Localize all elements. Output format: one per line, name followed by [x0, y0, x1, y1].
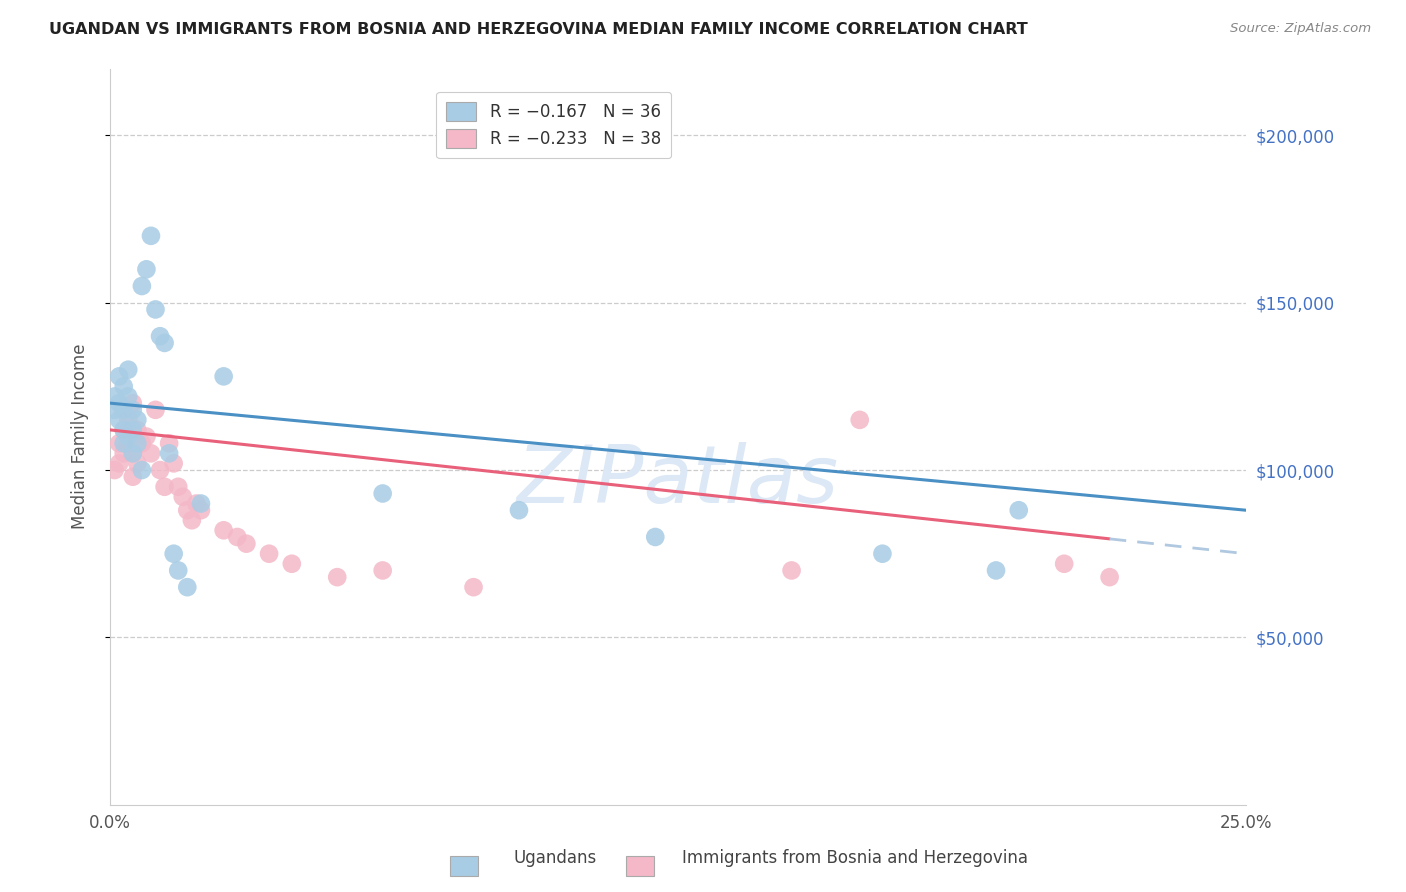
- Point: [112, 423, 135, 437]
- Point: [1053, 557, 1076, 571]
- Point: [167, 564, 190, 578]
- Point: [121, 402, 143, 417]
- Point: [180, 513, 202, 527]
- Text: Ugandans: Ugandans: [513, 849, 596, 867]
- Point: [117, 413, 139, 427]
- Point: [139, 228, 162, 243]
- Point: [508, 503, 530, 517]
- Point: [104, 389, 127, 403]
- Point: [112, 423, 135, 437]
- Point: [163, 547, 186, 561]
- Point: [127, 423, 149, 437]
- Point: [108, 436, 131, 450]
- Point: [117, 362, 139, 376]
- Point: [167, 480, 190, 494]
- Point: [257, 547, 280, 561]
- Point: [121, 446, 143, 460]
- Point: [127, 456, 149, 470]
- Point: [212, 523, 235, 537]
- Point: [326, 570, 349, 584]
- Point: [984, 564, 1007, 578]
- Point: [163, 456, 186, 470]
- Point: [117, 389, 139, 403]
- Point: [108, 396, 131, 410]
- Point: [112, 436, 135, 450]
- Point: [157, 436, 180, 450]
- Point: [139, 446, 162, 460]
- Point: [145, 402, 167, 417]
- Point: [157, 446, 180, 460]
- Point: [127, 413, 149, 427]
- Point: [463, 580, 485, 594]
- Point: [176, 503, 198, 517]
- Point: [108, 413, 131, 427]
- Point: [1098, 570, 1121, 584]
- Text: ZIPatlas: ZIPatlas: [517, 442, 839, 520]
- Point: [117, 429, 139, 443]
- Point: [104, 402, 127, 417]
- Point: [371, 564, 394, 578]
- Text: UGANDAN VS IMMIGRANTS FROM BOSNIA AND HERZEGOVINA MEDIAN FAMILY INCOME CORRELATI: UGANDAN VS IMMIGRANTS FROM BOSNIA AND HE…: [49, 22, 1028, 37]
- Point: [131, 463, 153, 477]
- Point: [135, 429, 157, 443]
- Point: [872, 547, 894, 561]
- Point: [112, 446, 135, 460]
- Point: [121, 423, 143, 437]
- Point: [135, 262, 157, 277]
- Point: [172, 490, 194, 504]
- Point: [186, 496, 208, 510]
- Point: [149, 329, 172, 343]
- Point: [121, 469, 143, 483]
- Point: [131, 436, 153, 450]
- Point: [131, 279, 153, 293]
- Point: [112, 402, 135, 417]
- Point: [145, 302, 167, 317]
- Y-axis label: Median Family Income: Median Family Income: [72, 343, 89, 529]
- Point: [190, 503, 212, 517]
- Point: [780, 564, 803, 578]
- Point: [235, 537, 257, 551]
- Point: [108, 456, 131, 470]
- Point: [108, 369, 131, 384]
- Point: [112, 379, 135, 393]
- Point: [226, 530, 249, 544]
- Point: [153, 335, 176, 350]
- Text: Source: ZipAtlas.com: Source: ZipAtlas.com: [1230, 22, 1371, 36]
- Point: [281, 557, 304, 571]
- Point: [121, 396, 143, 410]
- Text: Immigrants from Bosnia and Herzegovina: Immigrants from Bosnia and Herzegovina: [682, 849, 1028, 867]
- Point: [212, 369, 235, 384]
- Point: [848, 413, 870, 427]
- Legend: R = −0.167   N = 36, R = −0.233   N = 38: R = −0.167 N = 36, R = −0.233 N = 38: [436, 92, 671, 159]
- Point: [644, 530, 666, 544]
- Point: [371, 486, 394, 500]
- Point: [176, 580, 198, 594]
- Point: [121, 446, 143, 460]
- Point: [153, 480, 176, 494]
- Point: [127, 436, 149, 450]
- Point: [1008, 503, 1031, 517]
- Point: [149, 463, 172, 477]
- Point: [104, 463, 127, 477]
- Point: [117, 436, 139, 450]
- Point: [190, 496, 212, 510]
